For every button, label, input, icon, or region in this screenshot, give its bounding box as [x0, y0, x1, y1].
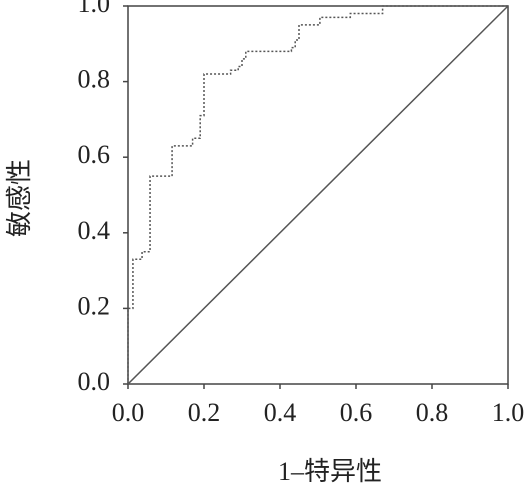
x-tick-label: 1.0 [492, 398, 525, 427]
x-tick-label: 0.2 [188, 398, 221, 427]
y-axis-title: 敏感性 [5, 159, 34, 237]
y-tick-label: 0.8 [78, 65, 111, 94]
plot-frame [127, 5, 509, 385]
y-tick-label: 1.0 [78, 0, 111, 18]
y-tick-label: 0.6 [78, 140, 111, 169]
x-tick-label: 0.4 [264, 398, 297, 427]
series-line [127, 5, 509, 385]
y-tick-label: 0.4 [78, 216, 111, 245]
x-axis-title: 1–特异性 [278, 457, 382, 486]
y-tick-label: 0.0 [78, 367, 111, 396]
y-tick-label: 0.2 [78, 291, 111, 320]
x-tick-label: 0.8 [416, 398, 449, 427]
x-tick-label: 0.6 [340, 398, 373, 427]
x-tick-label: 0.0 [112, 398, 145, 427]
